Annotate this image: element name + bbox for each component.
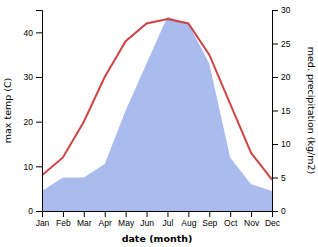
tick: Jul (163, 211, 174, 228)
tick-label: 40 (24, 28, 34, 38)
chart: JanFebMarAprMayJunJulAugSepOctNovDec0102… (0, 0, 318, 247)
tick: Dec (265, 211, 281, 228)
tick: 10 (272, 139, 291, 149)
tick-mark (272, 10, 278, 11)
tick-label: Apr (99, 218, 112, 228)
tick: May (118, 211, 135, 228)
tick-label: Jun (140, 218, 154, 228)
tick: Oct (224, 211, 238, 228)
tick-mark (272, 77, 278, 78)
tick: 10 (24, 162, 42, 172)
tick-mark (36, 77, 42, 78)
tick-mark (251, 211, 252, 217)
tick-label: Nov (244, 218, 260, 228)
tick: 25 (272, 39, 291, 49)
tick-mark (167, 211, 168, 217)
tick: 40 (24, 28, 42, 38)
tick-label: 20 (281, 72, 291, 82)
tick: 30 (272, 5, 291, 15)
tick-mark (36, 166, 42, 167)
y2-axis-title: med. precipitation (kg/m2) (306, 47, 317, 174)
tick: 0 (272, 206, 286, 216)
axis-line (43, 212, 273, 218)
tick-label: Feb (56, 218, 71, 228)
tick-label: 15 (281, 106, 291, 116)
tick-label: 0 (281, 206, 286, 216)
tick-mark (272, 111, 278, 112)
tick-label: Jan (36, 218, 50, 228)
axis-line (273, 11, 279, 212)
tick-label: 10 (24, 162, 34, 172)
tick: 0 (28, 206, 42, 216)
x-axis-title: date (month) (122, 233, 193, 244)
tick: Mar (77, 211, 92, 228)
tick-label: Jul (163, 218, 174, 228)
tick-mark (230, 211, 231, 217)
tick-label: 5 (281, 173, 286, 183)
tick: 30 (24, 72, 42, 82)
line (42, 19, 272, 180)
tick-label: Mar (77, 218, 92, 228)
tick: 15 (272, 106, 291, 116)
x-axis: Jan Feb Mar Apr May Jun Jul Aug Sep Oct Nov Dec (36, 211, 281, 228)
tick: Feb (56, 211, 71, 228)
tick: 20 (272, 72, 291, 82)
marks (42, 17, 272, 211)
tick-mark (272, 44, 278, 45)
tick-label: 25 (281, 39, 291, 49)
tick-mark (126, 211, 127, 217)
tick-mark (84, 211, 85, 217)
tick: Sep (202, 211, 217, 228)
tick: Jan (36, 211, 50, 228)
tick-label: 10 (281, 139, 291, 149)
y-axis: 0 10 20 30 40 (24, 11, 43, 217)
tick-mark (36, 32, 42, 33)
tick-mark (188, 211, 189, 217)
tick-mark (36, 122, 42, 123)
tick-mark (147, 211, 148, 217)
tick-mark (209, 211, 210, 217)
tick-mark (272, 178, 278, 179)
tick: 20 (24, 117, 42, 127)
tick-mark (272, 211, 278, 212)
tick: Jun (140, 211, 154, 228)
tick: 5 (272, 173, 286, 183)
tick-label: 0 (28, 206, 33, 216)
tick-label: 30 (24, 72, 34, 82)
tick-label: 20 (24, 117, 34, 127)
tick-label: 30 (281, 5, 291, 15)
area (42, 17, 272, 211)
tick-mark (63, 211, 64, 217)
tick-mark (272, 144, 278, 145)
tick-label: Oct (224, 218, 238, 228)
y2-axis: 0 5 10 15 20 25 30 (272, 5, 291, 216)
tick: Nov (244, 211, 260, 228)
tick-label: May (118, 218, 135, 228)
axis-line (36, 11, 43, 212)
tick: Aug (181, 211, 196, 228)
y-axis-title: max temp (C) (2, 78, 13, 144)
tick-label: Aug (181, 218, 196, 228)
tick: Apr (99, 211, 112, 228)
tick-mark (36, 211, 42, 212)
tick-label: Sep (202, 218, 217, 228)
tick-label: Dec (265, 218, 281, 228)
plot: JanFebMarAprMayJunJulAugSepOctNovDec0102… (24, 5, 291, 228)
tick-mark (105, 211, 106, 217)
